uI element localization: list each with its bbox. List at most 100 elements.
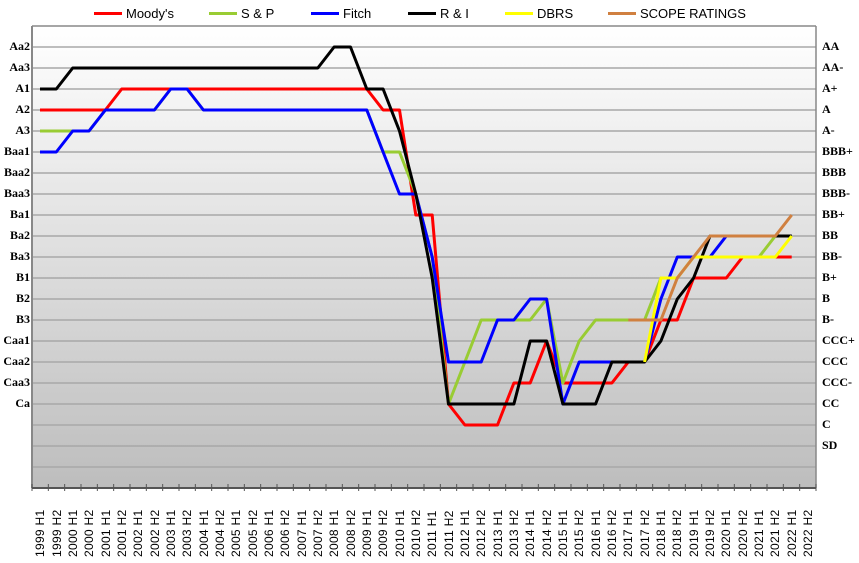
x-tick-label: 2015 H2: [572, 509, 587, 557]
y-tick-right: A+: [822, 81, 838, 95]
y-tick-right: B: [822, 291, 831, 305]
y-tick-left: Ba3: [9, 249, 30, 263]
x-tick-label: 2019 H1: [686, 509, 701, 557]
legend-swatch-dbrs: [505, 12, 533, 15]
y-tick-right: AA-: [822, 60, 844, 74]
x-tick-label: 1999 H1: [33, 509, 48, 557]
x-tick-label: 2013 H2: [506, 509, 521, 557]
legend-swatch-scope: [608, 12, 636, 15]
x-tick-label: 2005 H2: [245, 509, 260, 557]
x-tick-label: 2018 H2: [670, 509, 685, 557]
chart-legend: Moody's S & P Fitch R & I DBRS SCOPE RAT…: [0, 6, 859, 26]
y-tick-right: A-: [822, 123, 835, 137]
x-tick-label: 2009 H2: [376, 509, 391, 557]
x-tick-label: 1999 H2: [49, 509, 64, 557]
x-tick-label: 2009 H1: [359, 509, 374, 557]
x-tick-label: 2006 H1: [261, 509, 276, 557]
x-tick-label: 2022 H2: [800, 509, 815, 557]
x-tick-label: 2012 H1: [457, 509, 472, 557]
x-tick-label: 2010 H2: [408, 509, 423, 557]
y-tick-right: CCC+: [822, 333, 855, 347]
x-tick-label: 2002 H2: [147, 509, 162, 557]
x-tick-label: 2007 H2: [310, 509, 325, 557]
x-tick-label: 2000 H1: [65, 509, 80, 557]
y-tick-left: Baa1: [3, 144, 30, 158]
legend-label-scope: SCOPE RATINGS: [640, 6, 746, 21]
axes: [31, 25, 817, 491]
x-tick-label: 2019 H2: [702, 509, 717, 557]
x-tick-label: 2011 H1: [425, 510, 440, 557]
y-tick-right: B+: [822, 270, 837, 284]
y-tick-right: BBB-: [822, 186, 851, 200]
legend-swatch-moodys: [94, 12, 122, 15]
x-tick-label: 2007 H1: [294, 509, 309, 557]
y-tick-right: CC: [822, 396, 840, 410]
legend-item-sp: S & P: [209, 6, 274, 21]
y-tick-left: B3: [15, 312, 30, 326]
legend-swatch-fitch: [311, 12, 339, 15]
series-line-r-i: [40, 45, 792, 406]
y-tick-right: BB-: [822, 249, 843, 263]
x-tick-label: 2016 H2: [604, 509, 619, 557]
legend-item-fitch: Fitch: [311, 6, 371, 21]
x-tick-label: 2004 H2: [212, 509, 227, 557]
x-tick-label: 2011 H2: [441, 510, 456, 557]
x-tick-label: 2014 H1: [523, 509, 538, 557]
legend-label-moodys: Moody's: [126, 6, 175, 21]
legend-item-dbrs: DBRS: [505, 6, 573, 21]
x-tick-label: 2015 H1: [555, 509, 570, 557]
y-tick-left: A2: [15, 102, 30, 116]
legend-item-moodys: Moody's: [94, 6, 174, 21]
x-tick-label: 2013 H1: [490, 509, 505, 557]
x-tick-label: 2018 H1: [653, 509, 668, 557]
series-lines: [40, 45, 793, 427]
y-tick-right: BB: [822, 228, 839, 242]
y-tick-left: Caa2: [3, 354, 30, 368]
y-tick-left: Aa3: [9, 60, 30, 74]
x-tick-label: 2003 H1: [163, 509, 178, 557]
x-tick-label: 2003 H2: [180, 509, 195, 557]
x-tick-label: 2004 H1: [196, 509, 211, 557]
y-tick-left: A3: [15, 123, 30, 137]
x-tick-label: 2017 H1: [621, 509, 636, 557]
y-tick-left: Caa1: [3, 333, 30, 347]
legend-swatch-ri: [408, 12, 436, 15]
series-line-scope-ratings: [628, 214, 793, 322]
x-tick-label: 2021 H1: [751, 509, 766, 557]
x-tick-label: 2017 H2: [637, 509, 652, 557]
y-tick-right: B-: [822, 312, 834, 326]
x-tick-label: 2008 H1: [327, 509, 342, 557]
legend-label-fitch: Fitch: [343, 6, 372, 21]
x-tick-label: 2006 H2: [278, 509, 293, 557]
x-tick-label: 2001 H2: [114, 509, 129, 557]
x-tick-label: 2014 H2: [539, 509, 554, 557]
y-tick-right: AA: [822, 39, 840, 53]
y-tick-left: Baa3: [3, 186, 30, 200]
legend-item-scope: SCOPE RATINGS: [608, 6, 746, 21]
legend-label-dbrs: DBRS: [537, 6, 574, 21]
x-tick-label: 2022 H1: [784, 509, 799, 557]
y-tick-left: Baa2: [3, 165, 30, 179]
series-line-moody-s: [40, 87, 792, 427]
y-tick-left: Ca: [15, 396, 30, 410]
y-tick-left: B2: [15, 291, 30, 305]
y-tick-left: B1: [15, 270, 30, 284]
y-tick-left: A1: [15, 81, 30, 95]
y-tick-right: BBB: [822, 165, 847, 179]
x-tick-label: 2005 H1: [229, 509, 244, 557]
y-tick-right: CCC: [822, 354, 848, 368]
x-tick-label: 2000 H2: [82, 509, 97, 557]
y-tick-left: Ba1: [9, 207, 30, 221]
y-tick-right: SD: [822, 438, 838, 452]
y-tick-right: BBB+: [822, 144, 853, 158]
x-tick-label: 2020 H2: [735, 509, 750, 557]
y-tick-left: Ba2: [9, 228, 30, 242]
y-tick-left: Caa3: [3, 375, 30, 389]
x-tick-label: 2010 H1: [392, 509, 407, 557]
y-tick-left: Aa2: [9, 39, 30, 53]
x-tick-label: 2016 H1: [588, 509, 603, 557]
legend-item-ri: R & I: [408, 6, 469, 21]
legend-label-ri: R & I: [440, 6, 469, 21]
